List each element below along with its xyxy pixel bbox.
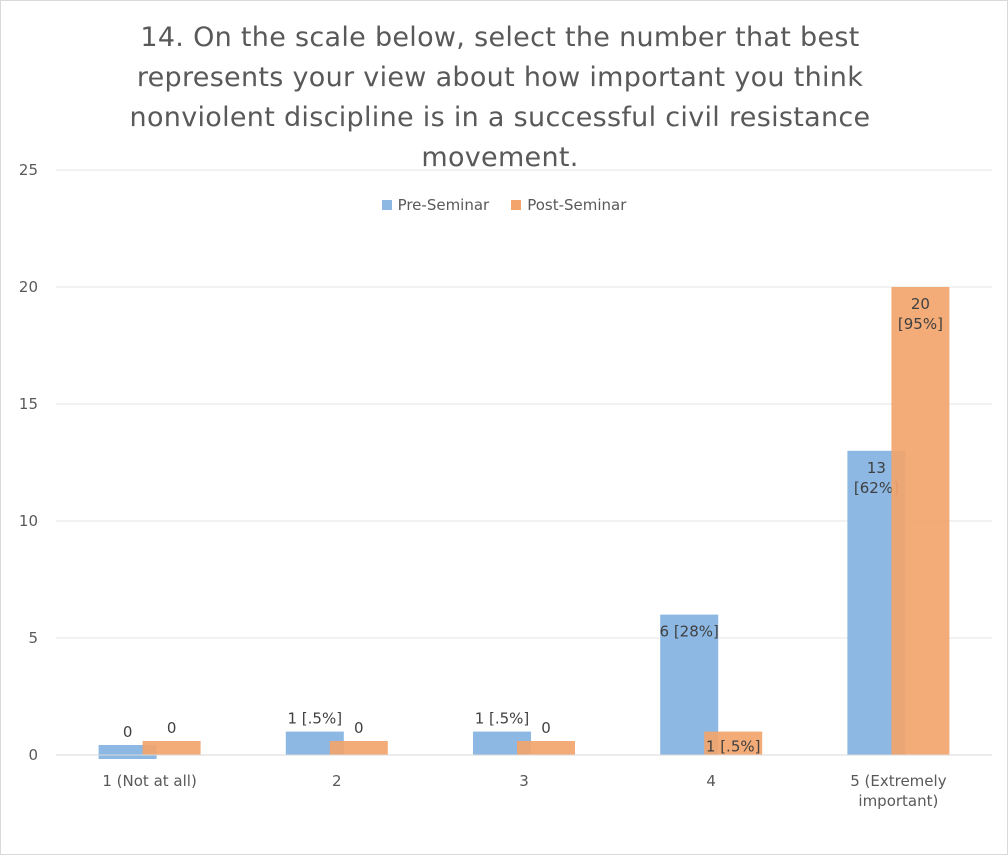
bar-pre-seminar-2	[473, 731, 531, 755]
x-tick-label: 3	[519, 772, 529, 790]
data-label: 1 [.5%]	[475, 710, 530, 728]
y-tick-label: 5	[28, 629, 38, 647]
y-tick-label: 20	[19, 278, 38, 296]
x-tick-label: 4	[706, 772, 716, 790]
legend-item-pre-seminar: Pre-Seminar	[381, 196, 490, 214]
chart-title: 14. On the scale below, select the numbe…	[129, 22, 871, 173]
y-tick-label: 15	[19, 395, 38, 413]
legend-label-post-seminar: Post-Seminar	[527, 196, 627, 214]
bar-pre-seminar-1	[285, 731, 344, 755]
data-label: 0	[354, 719, 364, 737]
data-label: 1 [.5%]	[706, 738, 761, 756]
x-tick-label: 2	[332, 772, 342, 790]
data-label: 13 [62%]	[854, 459, 899, 497]
bar-post-seminar-4	[891, 287, 950, 755]
data-label: 0	[167, 719, 177, 737]
x-tick-label: 5 (Extremely important)	[850, 772, 946, 810]
legend-swatch-post-seminar	[511, 200, 522, 210]
data-label: 1 [.5%]	[288, 710, 343, 728]
bar-post-seminar-1	[329, 741, 388, 755]
data-label: 6 [28%]	[660, 623, 719, 641]
x-tick-label: 1 (Not at all)	[102, 772, 196, 790]
bar-post-seminar-2	[517, 741, 575, 755]
legend-item-post-seminar: Post-Seminar	[511, 196, 626, 214]
data-label: 0	[123, 723, 133, 741]
bar-post-seminar-3	[704, 731, 763, 755]
legend: Pre-Seminar Post-Seminar	[0, 196, 1008, 214]
legend-swatch-pre-seminar	[381, 200, 392, 210]
y-tick-label: 0	[28, 746, 38, 764]
legend-label-pre-seminar: Pre-Seminar	[397, 196, 490, 214]
y-tick-label: 25	[19, 161, 38, 179]
data-label: 0	[541, 719, 551, 737]
bar-post-seminar-0	[142, 741, 201, 755]
y-tick-label: 10	[19, 512, 38, 530]
data-label: 20 [95%]	[898, 295, 943, 333]
